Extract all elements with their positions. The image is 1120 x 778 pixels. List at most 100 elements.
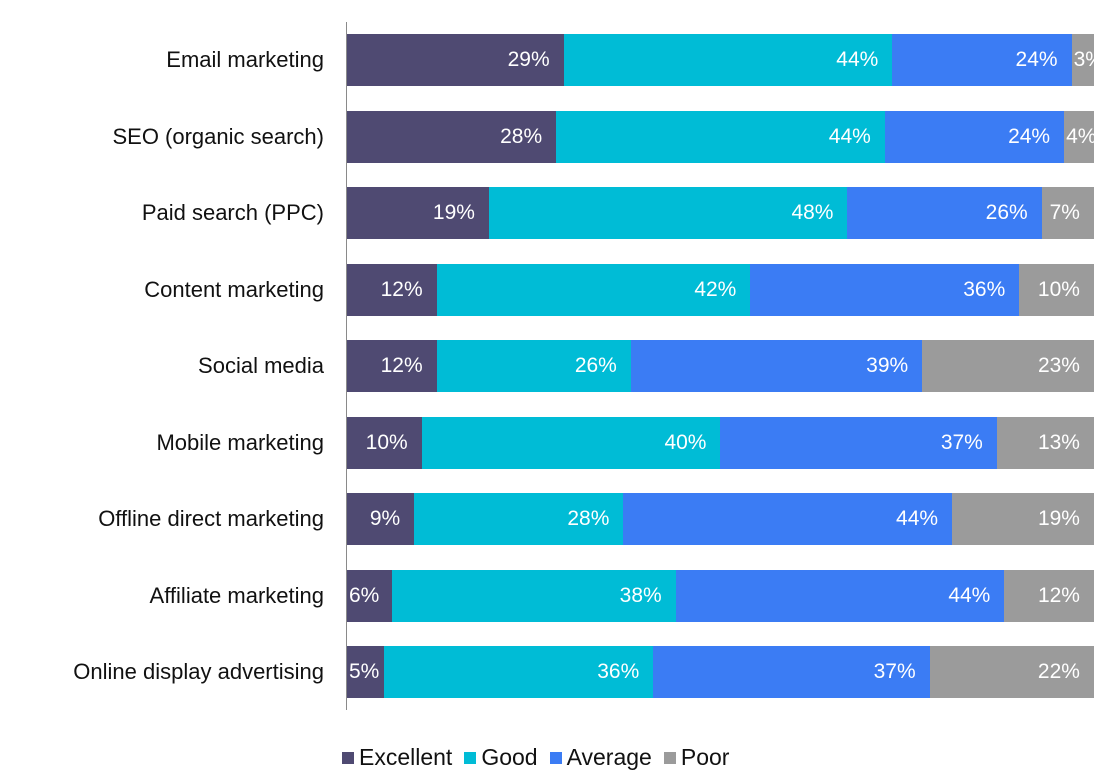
data-label: 40% — [664, 430, 707, 454]
data-label: 37% — [873, 660, 916, 683]
data-label: 10% — [1037, 277, 1080, 301]
bar-segment-excellent: 6% — [347, 569, 392, 622]
bar-segment-good: 40% — [421, 416, 721, 469]
bar-segment-excellent: 10% — [347, 416, 422, 469]
bar-segment-good: 36% — [384, 646, 654, 698]
legend-swatch-icon — [663, 751, 676, 764]
data-label: 10% — [365, 430, 408, 454]
bar-segment-average: 37% — [653, 646, 930, 698]
bar-segment-average: 26% — [847, 187, 1042, 239]
legend-label: Good — [481, 744, 538, 770]
bar-row: Affiliate marketing 6% 38% 44% 12% — [0, 569, 1120, 622]
data-label: 12% — [380, 354, 423, 377]
bar-segment-good: 42% — [436, 263, 751, 316]
bar-segment-good: 28% — [414, 493, 624, 545]
legend-swatch-icon — [549, 751, 562, 764]
bar-row: Content marketing 12% 42% 36% 10% — [0, 263, 1120, 316]
category-label: Mobile marketing — [156, 429, 324, 455]
bar-segment-poor: 10% — [1019, 263, 1094, 316]
bar-segment-excellent: 28% — [347, 110, 557, 163]
bar-segment-average: 24% — [884, 110, 1065, 163]
bar-segment-poor: 19% — [952, 493, 1094, 545]
category-label: SEO (organic search) — [112, 123, 324, 149]
bar-segment-average: 36% — [750, 263, 1020, 316]
bar-segment-poor: 22% — [929, 646, 1094, 698]
data-label: 3% — [1073, 48, 1104, 71]
bar-segment-excellent: 19% — [347, 187, 489, 239]
bar-row: SEO (organic search) 28% 44% 24% 4% — [0, 110, 1120, 163]
stacked-bar: 10% 40% 37% 13% — [347, 416, 1094, 469]
data-label: 13% — [1037, 430, 1080, 454]
bar-segment-excellent: 12% — [347, 263, 437, 316]
bar-segment-average: 44% — [623, 493, 953, 545]
bar-segment-poor: 7% — [1041, 187, 1094, 239]
bar-segment-good: 48% — [488, 187, 848, 239]
bar-segment-good: 44% — [556, 110, 885, 163]
data-label: 44% — [896, 507, 939, 530]
data-label: 36% — [963, 277, 1006, 301]
data-label: 12% — [380, 277, 423, 301]
bar-segment-poor: 13% — [996, 416, 1094, 469]
stacked-bar: 19% 48% 26% 7% — [347, 187, 1094, 239]
data-label: 5% — [349, 660, 380, 683]
data-label: 44% — [948, 583, 991, 607]
legend-swatch-icon — [342, 751, 354, 764]
category-label: Offline direct marketing — [98, 506, 324, 531]
bar-segment-poor: 23% — [922, 340, 1094, 392]
bar-row: Mobile marketing 10% 40% 37% 13% — [0, 416, 1120, 469]
data-label: 38% — [619, 583, 662, 607]
data-label: 7% — [1049, 201, 1080, 224]
stacked-bar: 12% 42% 36% 10% — [347, 263, 1094, 316]
category-label: Content marketing — [144, 276, 324, 302]
data-label: 4% — [1066, 124, 1097, 148]
data-label: 29% — [507, 48, 550, 71]
data-label: 42% — [694, 277, 737, 301]
stacked-bar: 6% 38% 44% 12% — [347, 569, 1094, 622]
bar-row: Paid search (PPC) 19% 48% 26% 7% — [0, 187, 1120, 239]
bar-segment-good: 38% — [391, 569, 676, 622]
bar-segment-excellent: 12% — [347, 340, 437, 392]
bar-segment-poor: 12% — [1004, 569, 1094, 622]
bar-segment-average: 24% — [892, 34, 1072, 86]
data-label: 6% — [349, 583, 380, 607]
data-label: 26% — [574, 354, 617, 377]
bar-row: Email marketing 29% 44% 24% 3% — [0, 34, 1120, 86]
category-label: Affiliate marketing — [149, 582, 324, 608]
data-label: 19% — [1037, 507, 1080, 530]
category-label: Email marketing — [166, 47, 324, 72]
category-label: Paid search (PPC) — [141, 200, 324, 225]
data-label: 37% — [940, 430, 983, 454]
bar-row: Social media 12% 26% 39% 23% — [0, 340, 1120, 392]
data-label: 28% — [567, 507, 610, 530]
data-label: 28% — [500, 124, 543, 148]
bar-segment-excellent: 5% — [347, 646, 385, 698]
bar-segment-average: 37% — [720, 416, 997, 469]
legend-item-average: Average — [549, 744, 652, 771]
stacked-bar: 5% 36% 37% 22% — [347, 646, 1094, 698]
data-label: 24% — [1008, 124, 1051, 148]
legend-item-poor: Poor — [663, 744, 729, 771]
bar-segment-good: 26% — [436, 340, 631, 392]
stacked-bar: 9% 28% 44% 19% — [347, 493, 1094, 545]
bar-segment-poor: 4% — [1064, 110, 1097, 163]
stacked-bar: 29% 44% 24% 3% — [347, 34, 1104, 86]
data-label: 39% — [866, 354, 909, 377]
data-label: 9% — [369, 507, 401, 530]
data-label: 48% — [791, 201, 834, 224]
legend-label: Excellent — [359, 744, 453, 770]
data-label: 23% — [1037, 354, 1080, 377]
stacked-bar: 28% 44% 24% 4% — [347, 110, 1097, 163]
bar-row: Offline direct marketing 9% 28% 44% 19% — [0, 493, 1120, 545]
data-label: 26% — [985, 201, 1028, 224]
chart-legend: Excellent Good Average Poor — [342, 744, 741, 771]
bar-row: Online display advertising 5% 36% 37% 22% — [0, 646, 1120, 698]
bar-segment-good: 44% — [563, 34, 893, 86]
bar-segment-excellent: 29% — [347, 34, 564, 86]
data-label: 24% — [1015, 48, 1058, 71]
category-label: Social media — [198, 353, 324, 378]
bar-segment-average: 44% — [675, 569, 1005, 622]
bar-segment-excellent: 9% — [347, 493, 415, 545]
category-axis-line — [346, 22, 347, 710]
legend-label: Average — [566, 744, 652, 770]
